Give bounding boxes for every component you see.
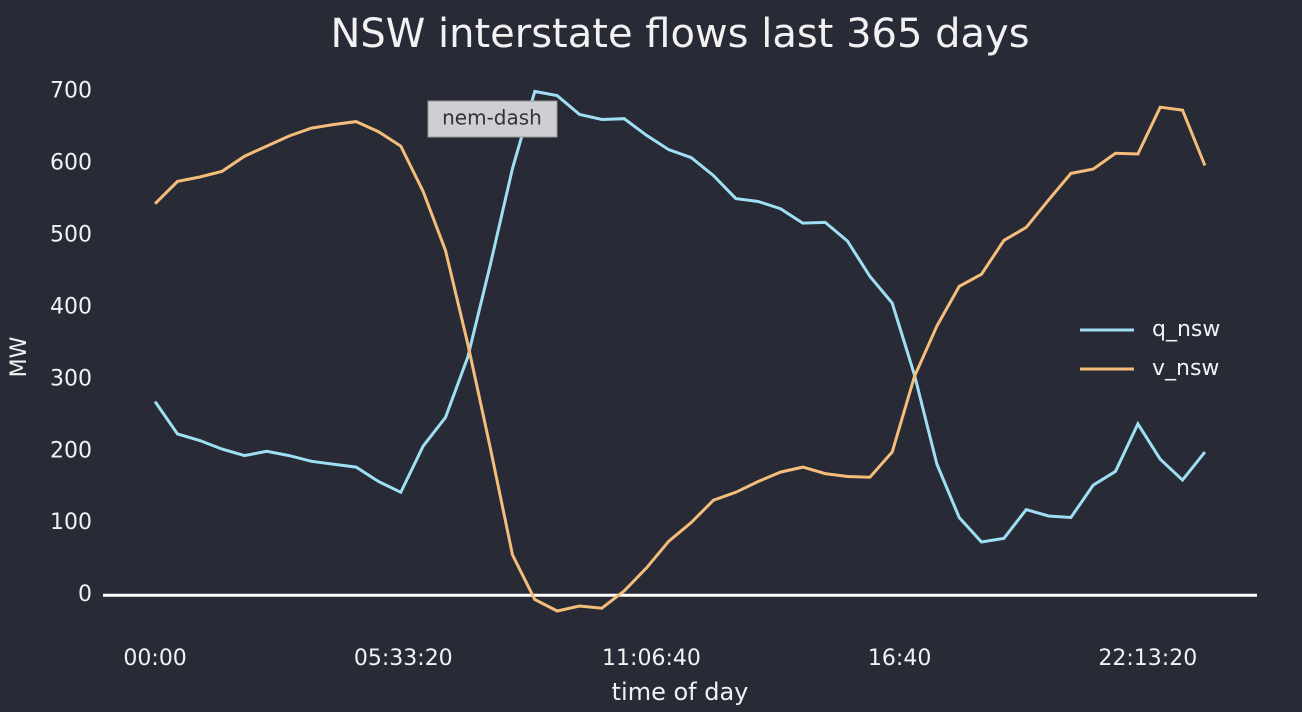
y-tick-label: 500: [50, 222, 92, 247]
x-tick-label: 11:06:40: [602, 646, 701, 671]
annotation: nem-dash: [427, 100, 558, 138]
y-tick-label: 400: [50, 294, 92, 319]
annotation-text: nem-dash: [442, 106, 542, 130]
y-tick-label: 0: [78, 582, 92, 607]
y-axis-label: MW: [7, 336, 32, 377]
x-tick-label: 05:33:20: [354, 646, 453, 671]
x-axis-label: time of day: [612, 678, 749, 706]
y-tick-label: 300: [50, 366, 92, 391]
y-tick-label: 200: [50, 438, 92, 463]
x-tick-label: 22:13:20: [1098, 646, 1197, 671]
legend-label: q_nsw: [1152, 317, 1220, 342]
line: [154, 105, 1207, 613]
y-tick-label: 600: [50, 150, 92, 175]
x-tick-label: 16:40: [868, 646, 931, 671]
annotation-box: [427, 100, 558, 138]
y-tick-label: 700: [50, 78, 92, 103]
y-tick-label: 100: [50, 510, 92, 535]
legend-label: v_nsw: [1152, 356, 1219, 381]
x-tick-label: 00:00: [123, 646, 186, 671]
line: [153, 89, 1207, 544]
chart-title: NSW interstate flows last 365 days: [330, 11, 1029, 57]
